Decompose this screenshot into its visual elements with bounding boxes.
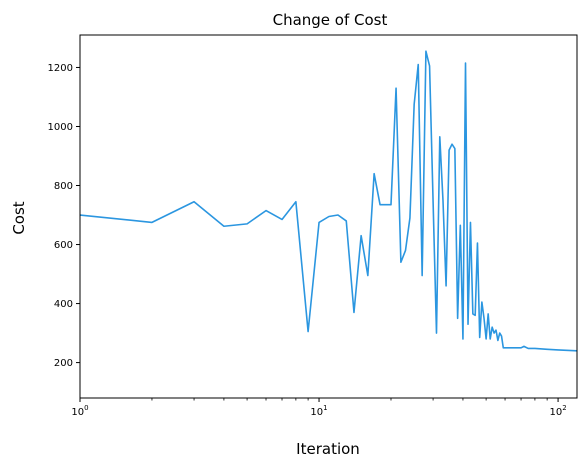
- y-tick-label-5: 1200: [48, 63, 73, 74]
- y-tick-label-4: 1000: [48, 122, 73, 133]
- y-axis: 200 400 600 800 1000 1200: [48, 63, 80, 369]
- x-tick-label-1: 101: [310, 404, 327, 418]
- x-axis: 100 101 102: [71, 398, 567, 418]
- chart-title: Change of Cost: [273, 11, 388, 29]
- series-line-0: [80, 50, 577, 352]
- x-tick-label-0: 100: [71, 404, 88, 418]
- x-tick-label-2: 102: [549, 404, 566, 418]
- y-tick-label-0: 200: [54, 358, 73, 369]
- y-tick-label-1: 400: [54, 299, 73, 310]
- y-axis-label: Cost: [10, 201, 28, 234]
- y-tick-label-3: 800: [54, 181, 73, 192]
- x-axis-label: Iteration: [296, 440, 360, 458]
- plot-area: [79, 34, 578, 399]
- plot-frame: [79, 34, 578, 399]
- y-tick-label-2: 600: [54, 240, 73, 251]
